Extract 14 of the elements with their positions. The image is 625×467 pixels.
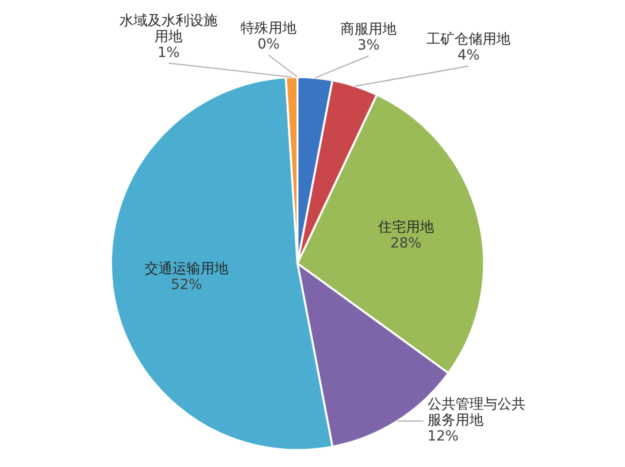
slice-label: 住宅用地: [376, 219, 434, 236]
data-label: 1%: [157, 44, 180, 61]
slice-label: 水域及水利设施用地: [120, 12, 218, 45]
data-label: 52%: [170, 277, 202, 294]
data-label: 12%: [427, 428, 459, 445]
data-label: 3%: [357, 38, 380, 54]
slice-label: 工矿仓储用地: [426, 32, 511, 48]
slice-label: 商服用地: [340, 22, 397, 38]
category-label: 特殊用地: [240, 20, 297, 37]
slice-label: 交通运输用地: [144, 261, 228, 278]
text: 0%: [257, 36, 280, 53]
data-label: 28%: [390, 235, 422, 252]
slice-label: 公共管理与公共服务用地: [427, 396, 526, 429]
data-label: 4%: [457, 48, 480, 64]
